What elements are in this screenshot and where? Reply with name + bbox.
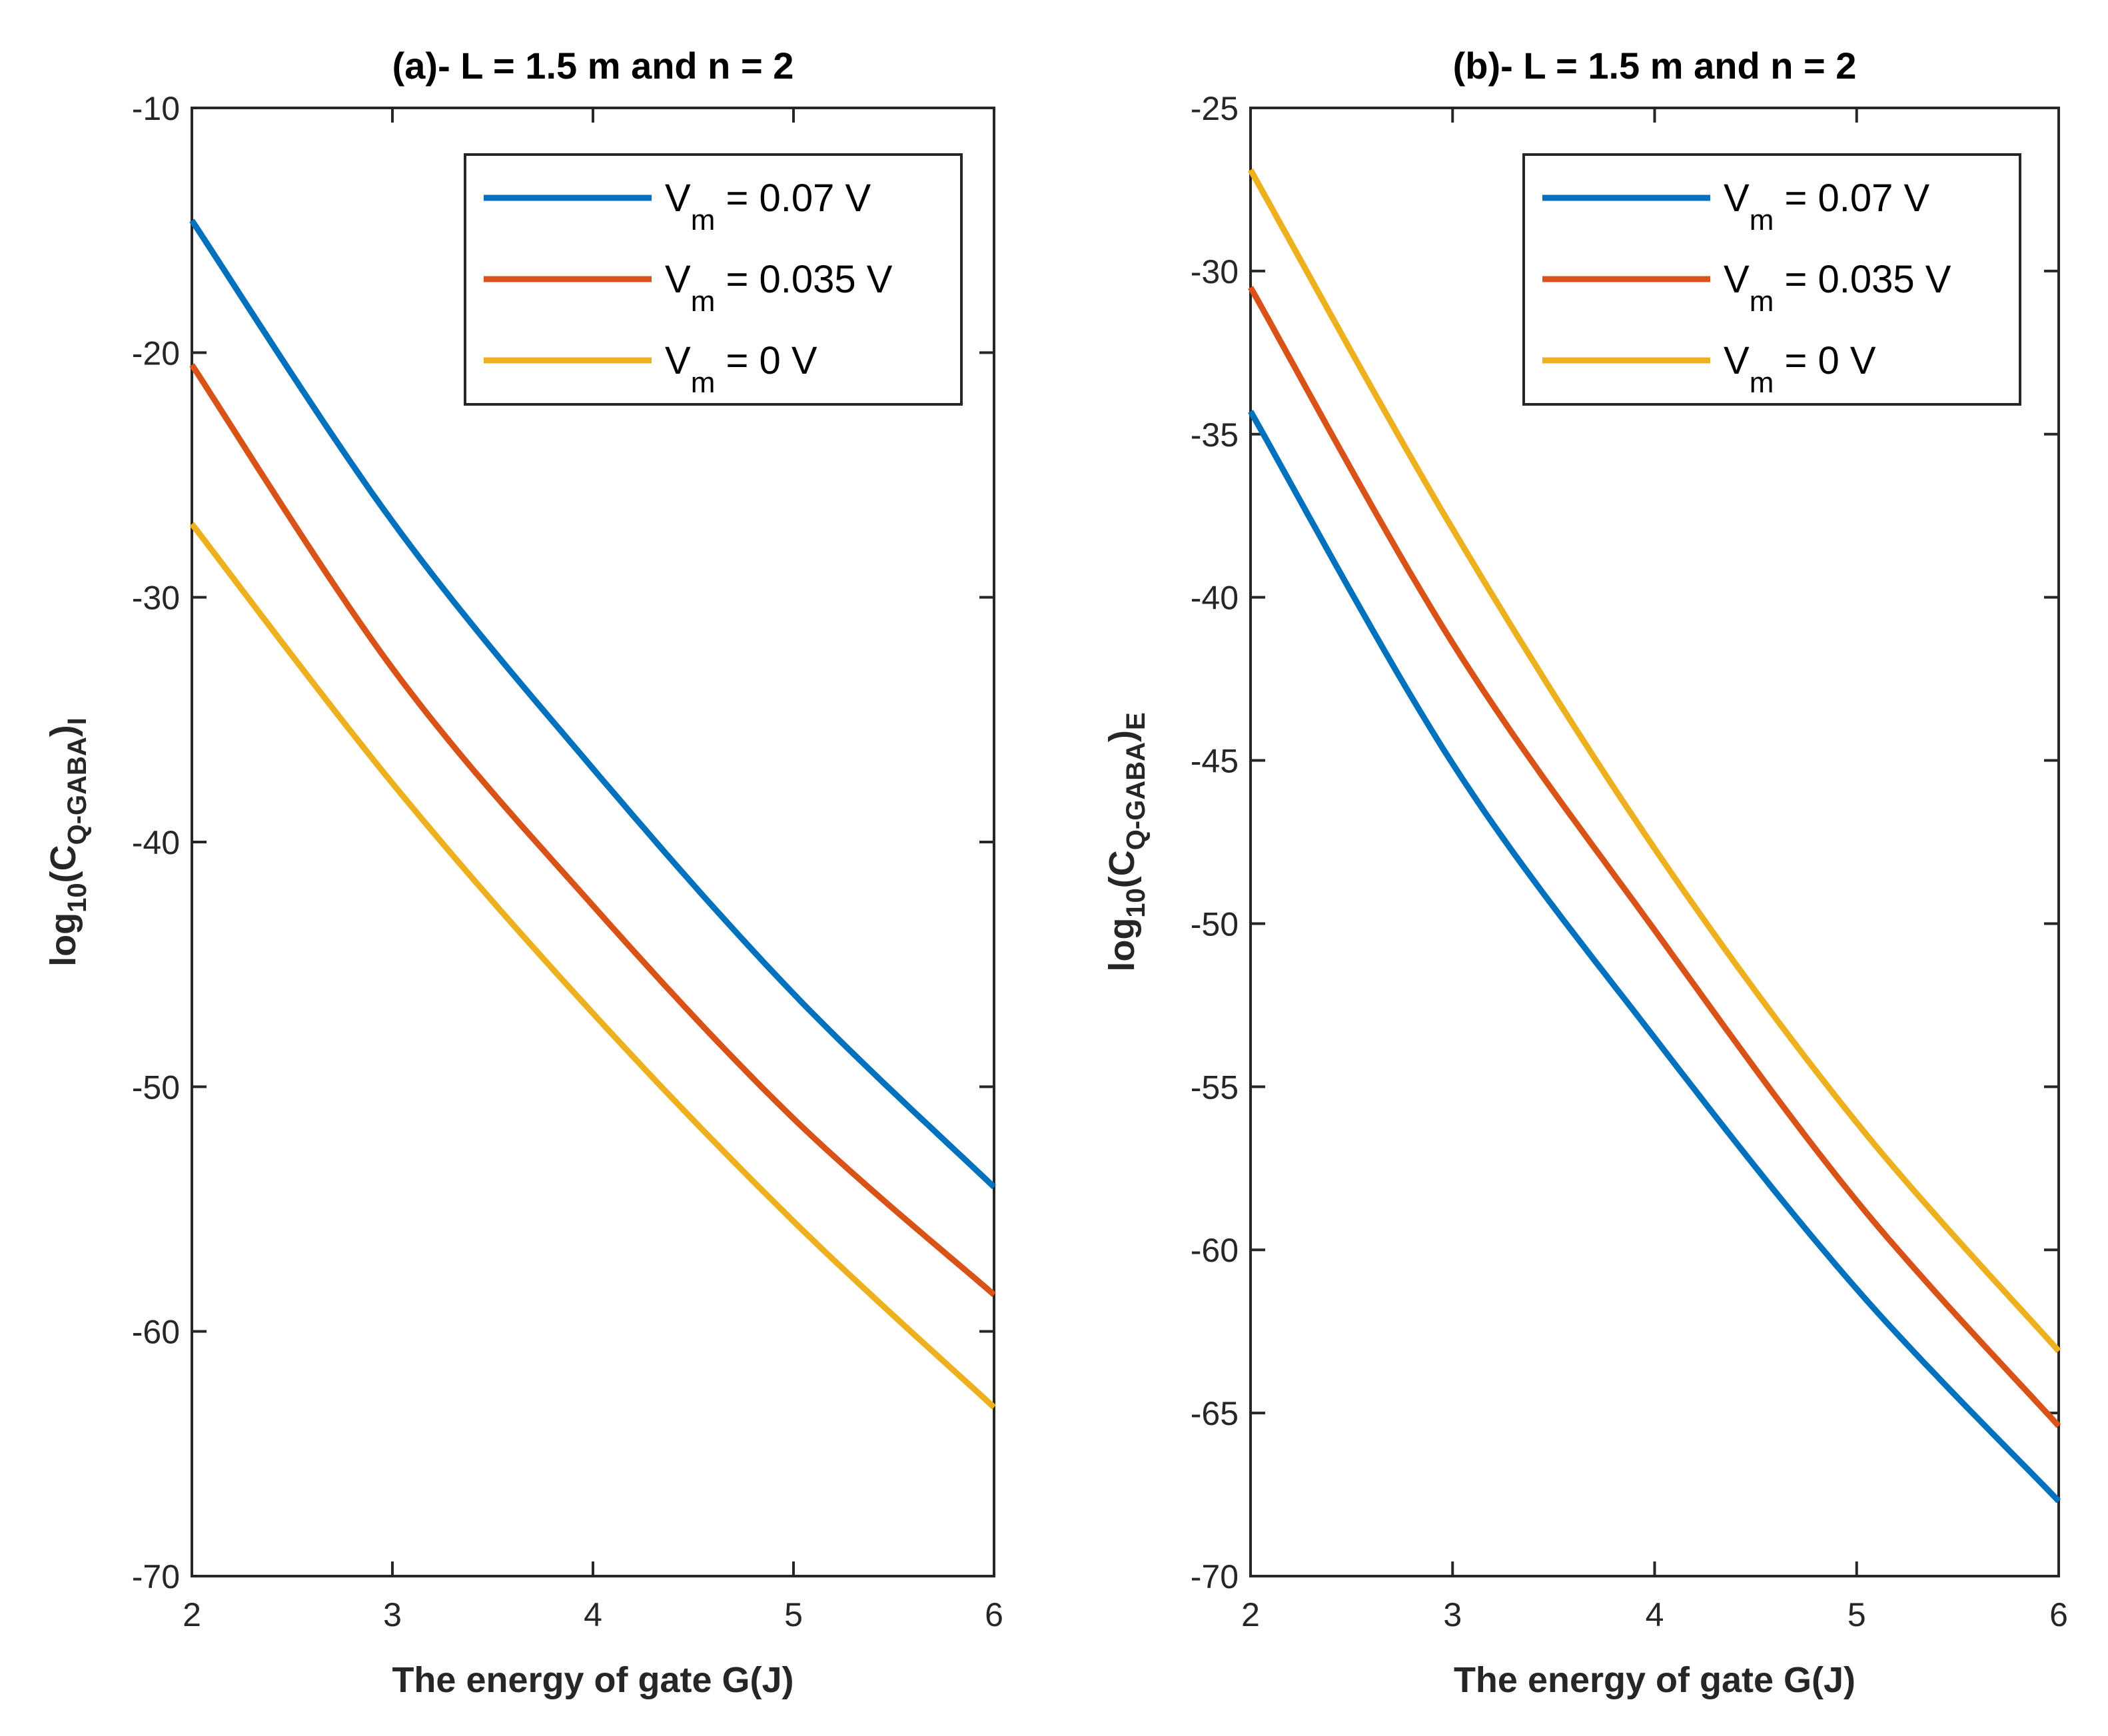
y-tick-label: -30 bbox=[132, 580, 180, 617]
y-axis-label-part: (C bbox=[43, 845, 83, 883]
x-tick-label: 5 bbox=[1847, 1596, 1866, 1633]
x-tick-label: 2 bbox=[1241, 1596, 1260, 1633]
legend-label: Vm = 0.035 V bbox=[665, 258, 893, 318]
legend-label-main: V bbox=[665, 339, 691, 382]
y-axis-label: log10(CQ-GABA)E bbox=[1102, 712, 1151, 971]
y-tick-label: -30 bbox=[1191, 253, 1239, 290]
legend-label-sub: m bbox=[691, 366, 716, 399]
y-tick-label: -40 bbox=[132, 824, 180, 861]
y-axis-label-part: 10 bbox=[63, 883, 92, 913]
series-line bbox=[1248, 286, 2061, 1428]
legend-label: Vm = 0.07 V bbox=[665, 177, 871, 236]
y-axis-label-part: Q-GABA bbox=[63, 737, 92, 845]
y-tick-label: -60 bbox=[1191, 1232, 1239, 1269]
y-tick-label: -65 bbox=[1191, 1395, 1239, 1432]
chart-title: (a)- L = 1.5 m and n = 2 bbox=[392, 45, 794, 87]
legend-label-rest: = 0 V bbox=[1774, 339, 1875, 382]
y-axis-label-part: ) bbox=[1102, 730, 1142, 742]
series-line bbox=[1248, 410, 2061, 1504]
x-tick-label: 2 bbox=[183, 1596, 201, 1633]
legend-label-rest: = 0.07 V bbox=[715, 177, 871, 220]
legend-label-rest: = 0.035 V bbox=[1774, 258, 1951, 301]
y-axis-label-part: (C bbox=[1102, 850, 1142, 888]
y-tick-label: -10 bbox=[132, 90, 180, 127]
x-tick-label: 3 bbox=[383, 1596, 402, 1633]
legend: Vm = 0.07 VVm = 0.035 VVm = 0 V bbox=[1522, 153, 2021, 406]
legend-label-sub: m bbox=[1750, 204, 1774, 236]
chart-title: (b)- L = 1.5 m and n = 2 bbox=[1453, 45, 1857, 87]
legend-label-sub: m bbox=[691, 285, 716, 318]
chart-panel-a: 2 3 4 5 6 -10 -20 -30 -40 -50 -60 -70 (a)- L = 1.5 m… bbox=[43, 45, 1003, 1700]
series-line bbox=[1248, 168, 2061, 1354]
y-axis-label-part: log bbox=[43, 913, 83, 967]
legend-label: Vm = 0 V bbox=[1724, 339, 1876, 399]
legend-label-rest: = 0.07 V bbox=[1774, 177, 1929, 220]
y-tick-label: -50 bbox=[132, 1069, 180, 1106]
legend-label-main: V bbox=[1724, 339, 1750, 382]
x-tick-label: 6 bbox=[985, 1596, 1003, 1633]
y-axis-label-part: log bbox=[1102, 918, 1142, 972]
legend-label-rest: = 0.035 V bbox=[715, 258, 892, 301]
legend-item: Vm = 0.035 V bbox=[1542, 258, 1951, 318]
y-tick-label: -55 bbox=[1191, 1069, 1239, 1106]
legend: Vm = 0.07 VVm = 0.035 VVm = 0 V bbox=[464, 153, 963, 406]
legend-item: Vm = 0.035 V bbox=[484, 258, 893, 318]
y-axis-label-part: E bbox=[1121, 712, 1151, 730]
y-tick-label: -25 bbox=[1191, 90, 1239, 127]
legend-label: Vm = 0.07 V bbox=[1724, 177, 1929, 236]
y-axis-label-part: I bbox=[63, 717, 92, 725]
x-tick-label: 3 bbox=[1443, 1596, 1462, 1633]
legend-label: Vm = 0.035 V bbox=[1724, 258, 1951, 318]
y-axis-label: log10(CQ-GABA)I bbox=[43, 717, 92, 967]
legend-label-sub: m bbox=[1750, 285, 1774, 318]
legend-label-rest: = 0 V bbox=[715, 339, 817, 382]
legend-label-main: V bbox=[1724, 258, 1750, 301]
legend-label-main: V bbox=[665, 258, 691, 301]
x-tick-label: 5 bbox=[784, 1596, 803, 1633]
y-axis-label-part: ) bbox=[43, 725, 83, 737]
legend-item: Vm = 0.07 V bbox=[484, 177, 871, 236]
legend-label-main: V bbox=[1724, 177, 1750, 220]
y-tick-label: -50 bbox=[1191, 905, 1239, 943]
x-axis-label: The energy of gate G(J) bbox=[1454, 1660, 1855, 1700]
y-axis-label-part: Q-GABA bbox=[1121, 742, 1151, 850]
series-line bbox=[189, 218, 997, 1190]
legend-label-sub: m bbox=[691, 204, 716, 236]
legend-item: Vm = 0 V bbox=[484, 339, 817, 399]
y-tick-label: -40 bbox=[1191, 580, 1239, 617]
x-tick-label: 6 bbox=[2049, 1596, 2068, 1633]
series-line bbox=[189, 522, 997, 1410]
y-tick-label: -35 bbox=[1191, 416, 1239, 454]
y-axis-label-part: 10 bbox=[1121, 888, 1151, 918]
x-tick-label: 4 bbox=[584, 1596, 602, 1633]
legend-item: Vm = 0 V bbox=[1542, 339, 1876, 399]
y-tick-label: -70 bbox=[1191, 1558, 1239, 1595]
y-tick-label: -60 bbox=[132, 1314, 180, 1351]
legend-label-sub: m bbox=[1750, 366, 1774, 399]
y-tick-label: -70 bbox=[132, 1558, 180, 1595]
x-axis-label: The energy of gate G(J) bbox=[392, 1660, 793, 1700]
x-tick-label: 4 bbox=[1646, 1596, 1664, 1633]
chart-panel-b: 2 3 4 5 6 -25 -30 -35 -40 -45 -50 -55 -60 -65 -70 (b)- … bbox=[1102, 45, 2068, 1700]
legend-label-main: V bbox=[665, 177, 691, 220]
legend-item: Vm = 0.07 V bbox=[1542, 177, 1929, 236]
legend-label: Vm = 0 V bbox=[665, 339, 817, 399]
y-tick-label: -45 bbox=[1191, 743, 1239, 780]
y-tick-label: -20 bbox=[132, 334, 180, 372]
series-line bbox=[189, 363, 996, 1297]
